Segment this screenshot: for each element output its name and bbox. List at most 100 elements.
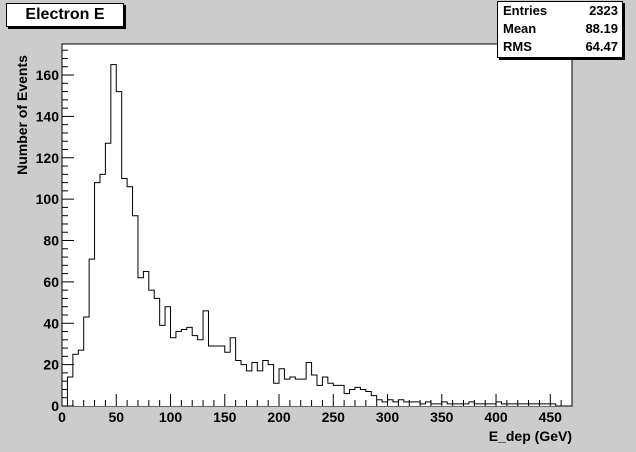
histogram-bin-18 xyxy=(159,325,166,406)
histogram-bin-79 xyxy=(490,403,497,406)
histogram-bin-25 xyxy=(197,339,204,406)
histogram-bin-68 xyxy=(430,403,437,406)
histogram-bin-30 xyxy=(224,352,231,406)
histogram-bin-85 xyxy=(523,403,529,406)
histogram-bin-23 xyxy=(186,327,193,406)
histogram-bin-37 xyxy=(262,360,269,406)
histogram-bin-51 xyxy=(338,385,345,406)
stats-box: Entries 2323 Mean 88.19 RMS 64.47 xyxy=(497,1,623,58)
histogram-bin-74 xyxy=(463,403,469,406)
histogram-bin-88 xyxy=(539,403,545,406)
histogram-bin-52 xyxy=(344,393,350,406)
histogram-bin-65 xyxy=(414,401,421,406)
histogram-bin-17 xyxy=(154,298,160,406)
histogram-bin-50 xyxy=(333,385,339,406)
y-tick-label: 40 xyxy=(43,315,59,331)
histogram-bin-84 xyxy=(517,403,524,406)
y-tick-label: 100 xyxy=(36,191,60,207)
histogram-bin-82 xyxy=(506,403,513,406)
histogram-bin-86 xyxy=(528,403,535,406)
histogram-bin-43 xyxy=(295,379,301,406)
histogram-bin-63 xyxy=(403,401,410,406)
histogram-outline xyxy=(62,64,567,407)
stats-row-entries: Entries 2323 xyxy=(498,2,622,20)
histogram-bin-42 xyxy=(289,377,296,406)
histogram-bin-76 xyxy=(474,403,480,406)
histogram-bin-57 xyxy=(371,395,377,406)
histogram-bin-58 xyxy=(376,399,383,406)
stats-value: 2323 xyxy=(589,3,618,18)
histogram-bin-78 xyxy=(485,403,491,406)
histogram-bin-67 xyxy=(425,401,431,406)
histogram-bin-48 xyxy=(322,377,328,406)
x-tick-label: 350 xyxy=(430,409,454,425)
histogram-bin-81 xyxy=(501,403,507,406)
histogram-bin-90 xyxy=(550,403,556,406)
y-tick-label: 0 xyxy=(51,398,59,414)
histogram-bin-53 xyxy=(349,389,355,406)
histogram-bin-36 xyxy=(257,370,263,406)
histogram-bin-27 xyxy=(208,346,214,406)
histogram-bars xyxy=(62,64,567,407)
x-tick-label: 450 xyxy=(539,409,563,425)
x-tick-label: 300 xyxy=(376,409,400,425)
histogram-bin-3 xyxy=(78,350,84,406)
histogram-bin-54 xyxy=(354,387,361,406)
x-tick-label: 50 xyxy=(108,409,124,425)
x-tick-label: 400 xyxy=(484,409,508,425)
y-axis-label: Number of Events xyxy=(14,55,30,175)
axes: 0 50 100 150 200 250 300 350 400 450 0 20 40 60 80 100 1… xyxy=(36,49,573,425)
y-tick-label: 20 xyxy=(43,357,59,373)
histogram-bin-11 xyxy=(121,178,128,406)
histogram-bin-46 xyxy=(311,374,317,406)
histogram-bin-1 xyxy=(67,377,73,406)
histogram-bin-31 xyxy=(230,337,236,406)
histogram-bin-60 xyxy=(387,399,393,406)
histogram-bin-26 xyxy=(203,310,209,406)
histogram-bin-35 xyxy=(251,362,258,406)
y-tick-label: 80 xyxy=(43,233,59,249)
histogram-bin-89 xyxy=(544,403,551,406)
histogram-bin-34 xyxy=(246,370,252,406)
x-tick-label: 150 xyxy=(213,409,237,425)
chart-title: Electron E xyxy=(6,3,124,27)
histogram-bin-32 xyxy=(235,360,242,406)
histogram-bin-38 xyxy=(268,364,274,406)
histogram-bin-66 xyxy=(420,403,426,406)
stats-value: 88.19 xyxy=(585,21,618,36)
histogram-bin-19 xyxy=(165,306,171,406)
histogram-bin-20 xyxy=(170,337,176,406)
histogram-bin-62 xyxy=(398,399,404,406)
y-tick-label: 160 xyxy=(36,67,60,83)
histogram-bin-29 xyxy=(219,346,225,406)
histogram-bin-24 xyxy=(192,335,198,406)
histogram-bin-73 xyxy=(458,403,464,406)
histogram-bin-49 xyxy=(327,383,334,406)
stats-label: RMS xyxy=(503,39,532,54)
histogram-bin-14 xyxy=(137,277,144,406)
histogram-bin-4 xyxy=(83,317,90,406)
histogram-bin-75 xyxy=(468,401,475,406)
stats-row-rms: RMS 64.47 xyxy=(498,38,622,56)
histogram-bin-41 xyxy=(284,379,290,406)
histogram-bin-71 xyxy=(447,403,453,406)
y-tick-label: 60 xyxy=(43,274,59,290)
histogram-bin-44 xyxy=(300,379,307,406)
histogram-bin-83 xyxy=(512,403,518,406)
stats-row-mean: Mean 88.19 xyxy=(498,20,622,38)
histogram-bin-9 xyxy=(110,64,117,406)
histogram-bin-8 xyxy=(105,143,111,406)
histogram-bin-7 xyxy=(99,174,106,406)
x-tick-label: 250 xyxy=(322,409,346,425)
histogram-bin-33 xyxy=(241,364,247,406)
histogram-bin-5 xyxy=(89,259,95,406)
histogram-bin-10 xyxy=(116,91,122,406)
histogram-bin-56 xyxy=(365,391,372,406)
histogram-bin-61 xyxy=(392,401,399,406)
histogram-bin-22 xyxy=(181,329,187,406)
stats-label: Entries xyxy=(503,3,548,18)
histogram-bin-70 xyxy=(441,401,448,406)
histogram-bin-72 xyxy=(452,403,459,406)
histogram-bin-77 xyxy=(479,403,486,406)
histogram-bin-80 xyxy=(496,401,502,406)
